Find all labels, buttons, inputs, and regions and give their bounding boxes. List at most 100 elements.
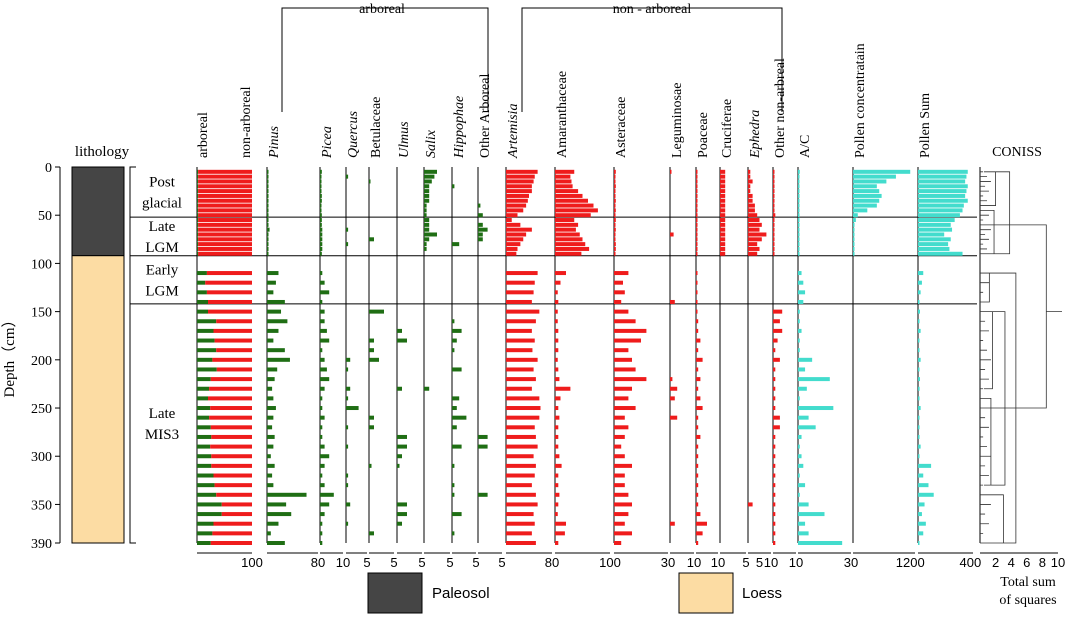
bar-arboreal	[197, 280, 206, 285]
bar	[614, 319, 636, 324]
bar	[267, 280, 276, 285]
bar	[424, 179, 432, 184]
panel-ephedra: 5 10 Ephedra	[747, 110, 778, 570]
depth-axis-label: Depth（cm）	[1, 313, 18, 398]
panel-leguminosae: 10 Leguminosae	[669, 83, 701, 570]
bar	[696, 319, 699, 324]
bar	[720, 169, 726, 174]
bar	[748, 174, 751, 179]
bar	[424, 184, 430, 189]
coniss-xlabel-line1: Total sum	[1000, 575, 1056, 590]
bar	[424, 242, 427, 247]
bar	[798, 237, 800, 242]
bar	[555, 367, 559, 372]
bar	[506, 251, 517, 256]
bar	[452, 367, 462, 372]
panel-tick-label: 400	[960, 555, 982, 570]
bar	[320, 328, 327, 333]
bar-arboreal	[197, 309, 208, 314]
bar	[346, 386, 351, 391]
bar-arboreal	[197, 454, 212, 459]
bar	[918, 208, 963, 213]
bar	[670, 386, 678, 391]
taxa-panels: 100 arboreal non-arboreal 80 Pinus 10 Picea 5 Qu…	[196, 43, 981, 570]
bar	[555, 415, 560, 420]
bar-non-arboreal	[210, 425, 252, 430]
panel-tick-label: 10	[711, 555, 725, 570]
bar	[267, 377, 275, 382]
bar	[320, 541, 323, 545]
bar	[267, 483, 274, 488]
bar	[918, 227, 953, 232]
bar	[614, 222, 616, 227]
bar-arboreal	[197, 174, 199, 179]
bar	[798, 521, 806, 526]
legend-loess-label: Loess	[742, 585, 782, 602]
bar	[614, 541, 622, 545]
bar-non-arboreal	[198, 237, 252, 242]
panel-label: Pinus	[267, 126, 282, 159]
bar	[720, 227, 726, 232]
bar-non-arboreal	[205, 280, 252, 285]
bar-arboreal	[197, 184, 199, 189]
bar	[320, 512, 325, 517]
bar	[696, 396, 701, 401]
bar	[506, 208, 524, 213]
bar	[696, 406, 703, 411]
bar	[918, 193, 966, 198]
bar	[320, 444, 325, 449]
bar	[452, 483, 455, 488]
bar	[773, 222, 775, 227]
bar-arboreal	[197, 319, 217, 324]
bar	[397, 386, 402, 391]
bar	[320, 309, 325, 314]
bar	[267, 218, 269, 223]
bar	[720, 203, 726, 208]
bar	[506, 541, 536, 545]
bar	[614, 377, 647, 382]
bar	[478, 203, 481, 208]
bar	[452, 463, 455, 468]
panel-label: Cruciferae	[720, 99, 735, 158]
bar	[614, 227, 616, 232]
bar	[614, 189, 616, 194]
bar	[397, 328, 402, 333]
bar	[918, 237, 951, 242]
bar	[748, 189, 751, 194]
bar	[696, 444, 699, 449]
panel-pollen-sum: 400 Pollen Sum	[917, 93, 982, 570]
bar-arboreal	[197, 338, 215, 343]
bar	[696, 198, 698, 203]
bar	[773, 184, 775, 189]
lithology-layer-loess	[71, 255, 125, 544]
bar-arboreal	[197, 386, 210, 391]
arboreal-bracket	[281, 7, 489, 112]
bar	[320, 213, 322, 218]
bar	[918, 512, 922, 517]
bar-non-arboreal	[213, 521, 252, 526]
bar	[267, 242, 269, 247]
bar	[918, 198, 968, 203]
bar	[720, 246, 726, 251]
bar	[397, 434, 407, 439]
bar	[555, 174, 571, 179]
bar	[853, 222, 855, 227]
bar	[798, 251, 800, 256]
bar	[670, 521, 675, 526]
bar	[918, 463, 932, 468]
bar	[452, 425, 457, 430]
bar	[555, 222, 579, 227]
bar	[267, 348, 285, 353]
bar	[748, 237, 762, 242]
panel-quercus: 5 Quercus	[345, 111, 371, 570]
legend-paleosol-label: Paleosol	[432, 585, 490, 602]
bar	[720, 179, 726, 184]
bar	[696, 251, 698, 256]
bar	[853, 203, 877, 208]
bar	[452, 319, 455, 324]
bar	[320, 502, 330, 507]
bar-arboreal	[197, 232, 199, 237]
bar	[346, 396, 349, 401]
bar	[320, 203, 322, 208]
bar	[798, 386, 807, 391]
